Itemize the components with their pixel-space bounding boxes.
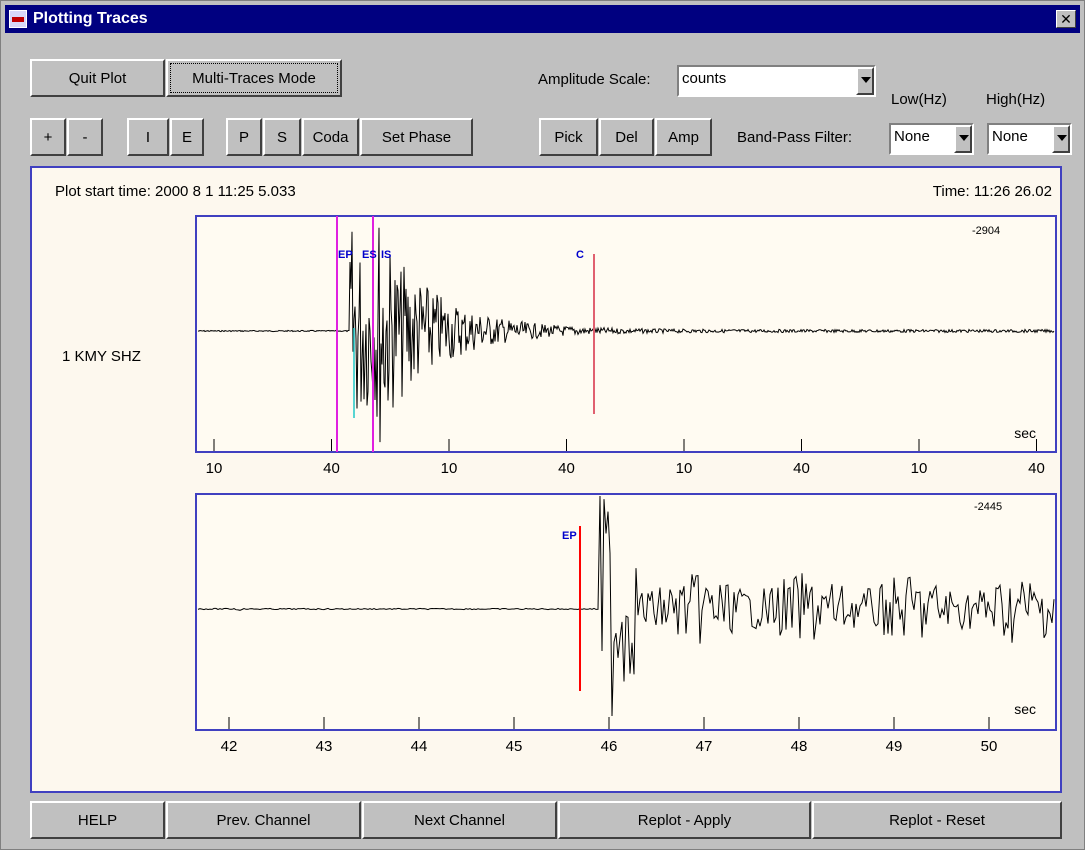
top-unit: sec xyxy=(1014,425,1036,441)
amplitude-scale-select[interactable]: counts xyxy=(677,65,876,97)
axis-tick-label: 48 xyxy=(791,738,808,755)
plot-start-time: Plot start time: 2000 8 1 11:25 5.033 xyxy=(55,183,296,200)
chevron-down-icon[interactable] xyxy=(954,125,972,153)
axis-tick-label: 10 xyxy=(676,460,693,477)
amplitude-scale-value: counts xyxy=(682,70,727,87)
top-waveform xyxy=(197,227,1055,443)
low-hz-value: None xyxy=(894,128,930,145)
axis-tick-label: 45 xyxy=(506,738,523,755)
phase-label-c: C xyxy=(576,249,584,261)
axis-tick-label: 46 xyxy=(601,738,618,755)
chevron-down-icon[interactable] xyxy=(856,67,874,95)
bottom-trace-panel[interactable] xyxy=(195,493,1057,731)
axis-tick-label: 40 xyxy=(558,460,575,477)
phase-label-es: ES xyxy=(362,249,377,261)
set-phase-button[interactable]: Set Phase xyxy=(360,118,473,156)
phase-label-ep: EP xyxy=(338,249,353,261)
help-button[interactable]: HELP xyxy=(30,801,165,839)
top-amplitude: -2904 xyxy=(972,225,1000,237)
axis-tick-label: 42 xyxy=(221,738,238,755)
band-pass-filter-label: Band-Pass Filter: xyxy=(737,129,853,146)
bottom-waveform xyxy=(197,495,1055,717)
prev-channel-button[interactable]: Prev. Channel xyxy=(166,801,361,839)
impulsive-button[interactable]: I xyxy=(127,118,169,156)
high-hz-select[interactable]: None xyxy=(987,123,1072,155)
axis-tick-label: 10 xyxy=(911,460,928,477)
next-channel-button[interactable]: Next Channel xyxy=(362,801,557,839)
low-hz-select[interactable]: None xyxy=(889,123,974,155)
chevron-down-icon[interactable] xyxy=(1052,125,1070,153)
emergent-button[interactable]: E xyxy=(170,118,204,156)
multi-traces-mode-button[interactable]: Multi-Traces Mode xyxy=(166,59,342,97)
axis-tick-label: 44 xyxy=(411,738,428,755)
window-title: Plotting Traces xyxy=(33,10,148,27)
close-icon[interactable]: ✕ xyxy=(1056,10,1076,28)
delete-button[interactable]: Del xyxy=(599,118,654,156)
phase-label-ep-zoom: EP xyxy=(562,530,577,542)
axis-tick-label: 50 xyxy=(981,738,998,755)
top-trace-panel[interactable] xyxy=(195,215,1057,453)
top-axis: 10 40 10 40 10 40 10 40 xyxy=(206,439,1045,477)
bottom-axis: 42 43 44 45 46 47 48 49 50 xyxy=(221,717,998,755)
axis-tick-label: 40 xyxy=(793,460,810,477)
replot-reset-button[interactable]: Replot - Reset xyxy=(812,801,1062,839)
coda-button[interactable]: Coda xyxy=(302,118,359,156)
low-hz-label: Low(Hz) xyxy=(891,91,947,108)
pick-button[interactable]: Pick xyxy=(539,118,598,156)
axis-tick-label: 40 xyxy=(1028,460,1045,477)
axis-tick-label: 47 xyxy=(696,738,713,755)
axis-tick-label: 10 xyxy=(441,460,458,477)
title-bar: Plotting Traces ✕ xyxy=(5,5,1080,33)
axis-tick-label: 10 xyxy=(206,460,223,477)
quit-plot-button[interactable]: Quit Plot xyxy=(30,59,165,97)
high-hz-label: High(Hz) xyxy=(986,91,1046,108)
zoom-in-button[interactable]: + xyxy=(30,118,66,156)
zoom-out-button[interactable]: - xyxy=(67,118,103,156)
amp-button[interactable]: Amp xyxy=(655,118,712,156)
axis-tick-label: 43 xyxy=(316,738,333,755)
s-phase-button[interactable]: S xyxy=(263,118,301,156)
bottom-amplitude: -2445 xyxy=(974,501,1002,513)
replot-apply-button[interactable]: Replot - Apply xyxy=(558,801,811,839)
axis-tick-label: 49 xyxy=(886,738,903,755)
phase-label-is: IS xyxy=(381,249,391,261)
high-hz-value: None xyxy=(992,128,1028,145)
amplitude-scale-label: Amplitude Scale: xyxy=(538,71,651,88)
trace-label: 1 KMY SHZ xyxy=(62,348,141,365)
p-phase-button[interactable]: P xyxy=(226,118,262,156)
app-icon xyxy=(9,10,27,28)
axis-tick-label: 40 xyxy=(323,460,340,477)
cursor-time: Time: 11:26 26.02 xyxy=(933,183,1052,200)
plot-area[interactable]: Plot start time: 2000 8 1 11:25 5.033 Ti… xyxy=(30,166,1062,793)
bottom-unit: sec xyxy=(1014,701,1036,717)
